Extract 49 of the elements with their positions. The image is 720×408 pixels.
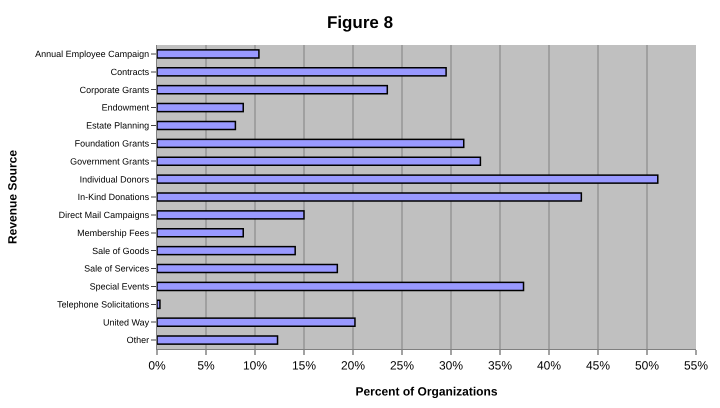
x-tick-label: 40% [536, 358, 562, 372]
y-tick-label: Direct Mail Campaigns [58, 210, 150, 220]
y-tick-label: Telephone Solicitations [57, 299, 150, 310]
x-tick-label: 30% [438, 358, 464, 372]
bar [157, 317, 356, 327]
bar [157, 174, 659, 184]
y-tick-label: In-Kind Donations [78, 192, 150, 202]
y-tick-label: Other [126, 335, 150, 346]
bar [157, 49, 260, 59]
y-tick-label: Individual Donors [80, 174, 150, 184]
y-tick-label: Membership Fees [77, 228, 150, 238]
y-tick-label: Foundation Grants [74, 138, 150, 148]
y-tick-label: Endowment [102, 102, 150, 113]
y-tick-label: Special Events [90, 282, 150, 292]
x-tick-label: 55% [684, 358, 708, 372]
bar [157, 228, 244, 238]
y-tick-label: Estate Planning [86, 120, 150, 131]
x-tick-label: 15% [292, 358, 316, 372]
y-axis-title: Revenue Source [5, 150, 20, 244]
bar [157, 102, 244, 112]
bar [157, 335, 278, 345]
bar [157, 156, 482, 166]
bar [157, 264, 338, 274]
y-tick-label: Sale of Services [84, 264, 150, 274]
bar [157, 120, 236, 130]
y-tick-label: Contracts [110, 66, 150, 77]
y-tick-label: United Way [103, 317, 150, 328]
bar [157, 246, 296, 256]
bar [157, 84, 388, 94]
y-tick-label: Sale of Goods [92, 246, 150, 256]
y-tick-label: Corporate Grants [80, 84, 150, 95]
bar [157, 192, 582, 202]
x-axis-title: Percent of Organizations [355, 384, 498, 398]
bar [157, 138, 464, 148]
y-tick-label: Annual Employee Campaign [35, 49, 150, 60]
chart-title: Figure 8 [326, 13, 394, 32]
x-tick-label: 25% [390, 358, 414, 372]
bar [157, 67, 447, 77]
x-tick-label: 5% [197, 358, 215, 372]
x-tick-label: 45% [586, 358, 610, 372]
x-tick-label: 35% [488, 358, 512, 372]
x-tick-label: 0% [148, 358, 166, 372]
bar [157, 282, 524, 292]
bar [157, 300, 161, 310]
y-tick-label: Government Grants [70, 156, 150, 166]
x-tick-label: 10% [242, 358, 268, 372]
x-tick-label: 20% [340, 358, 366, 372]
x-tick-label: 50% [634, 358, 660, 372]
bar [157, 210, 305, 220]
